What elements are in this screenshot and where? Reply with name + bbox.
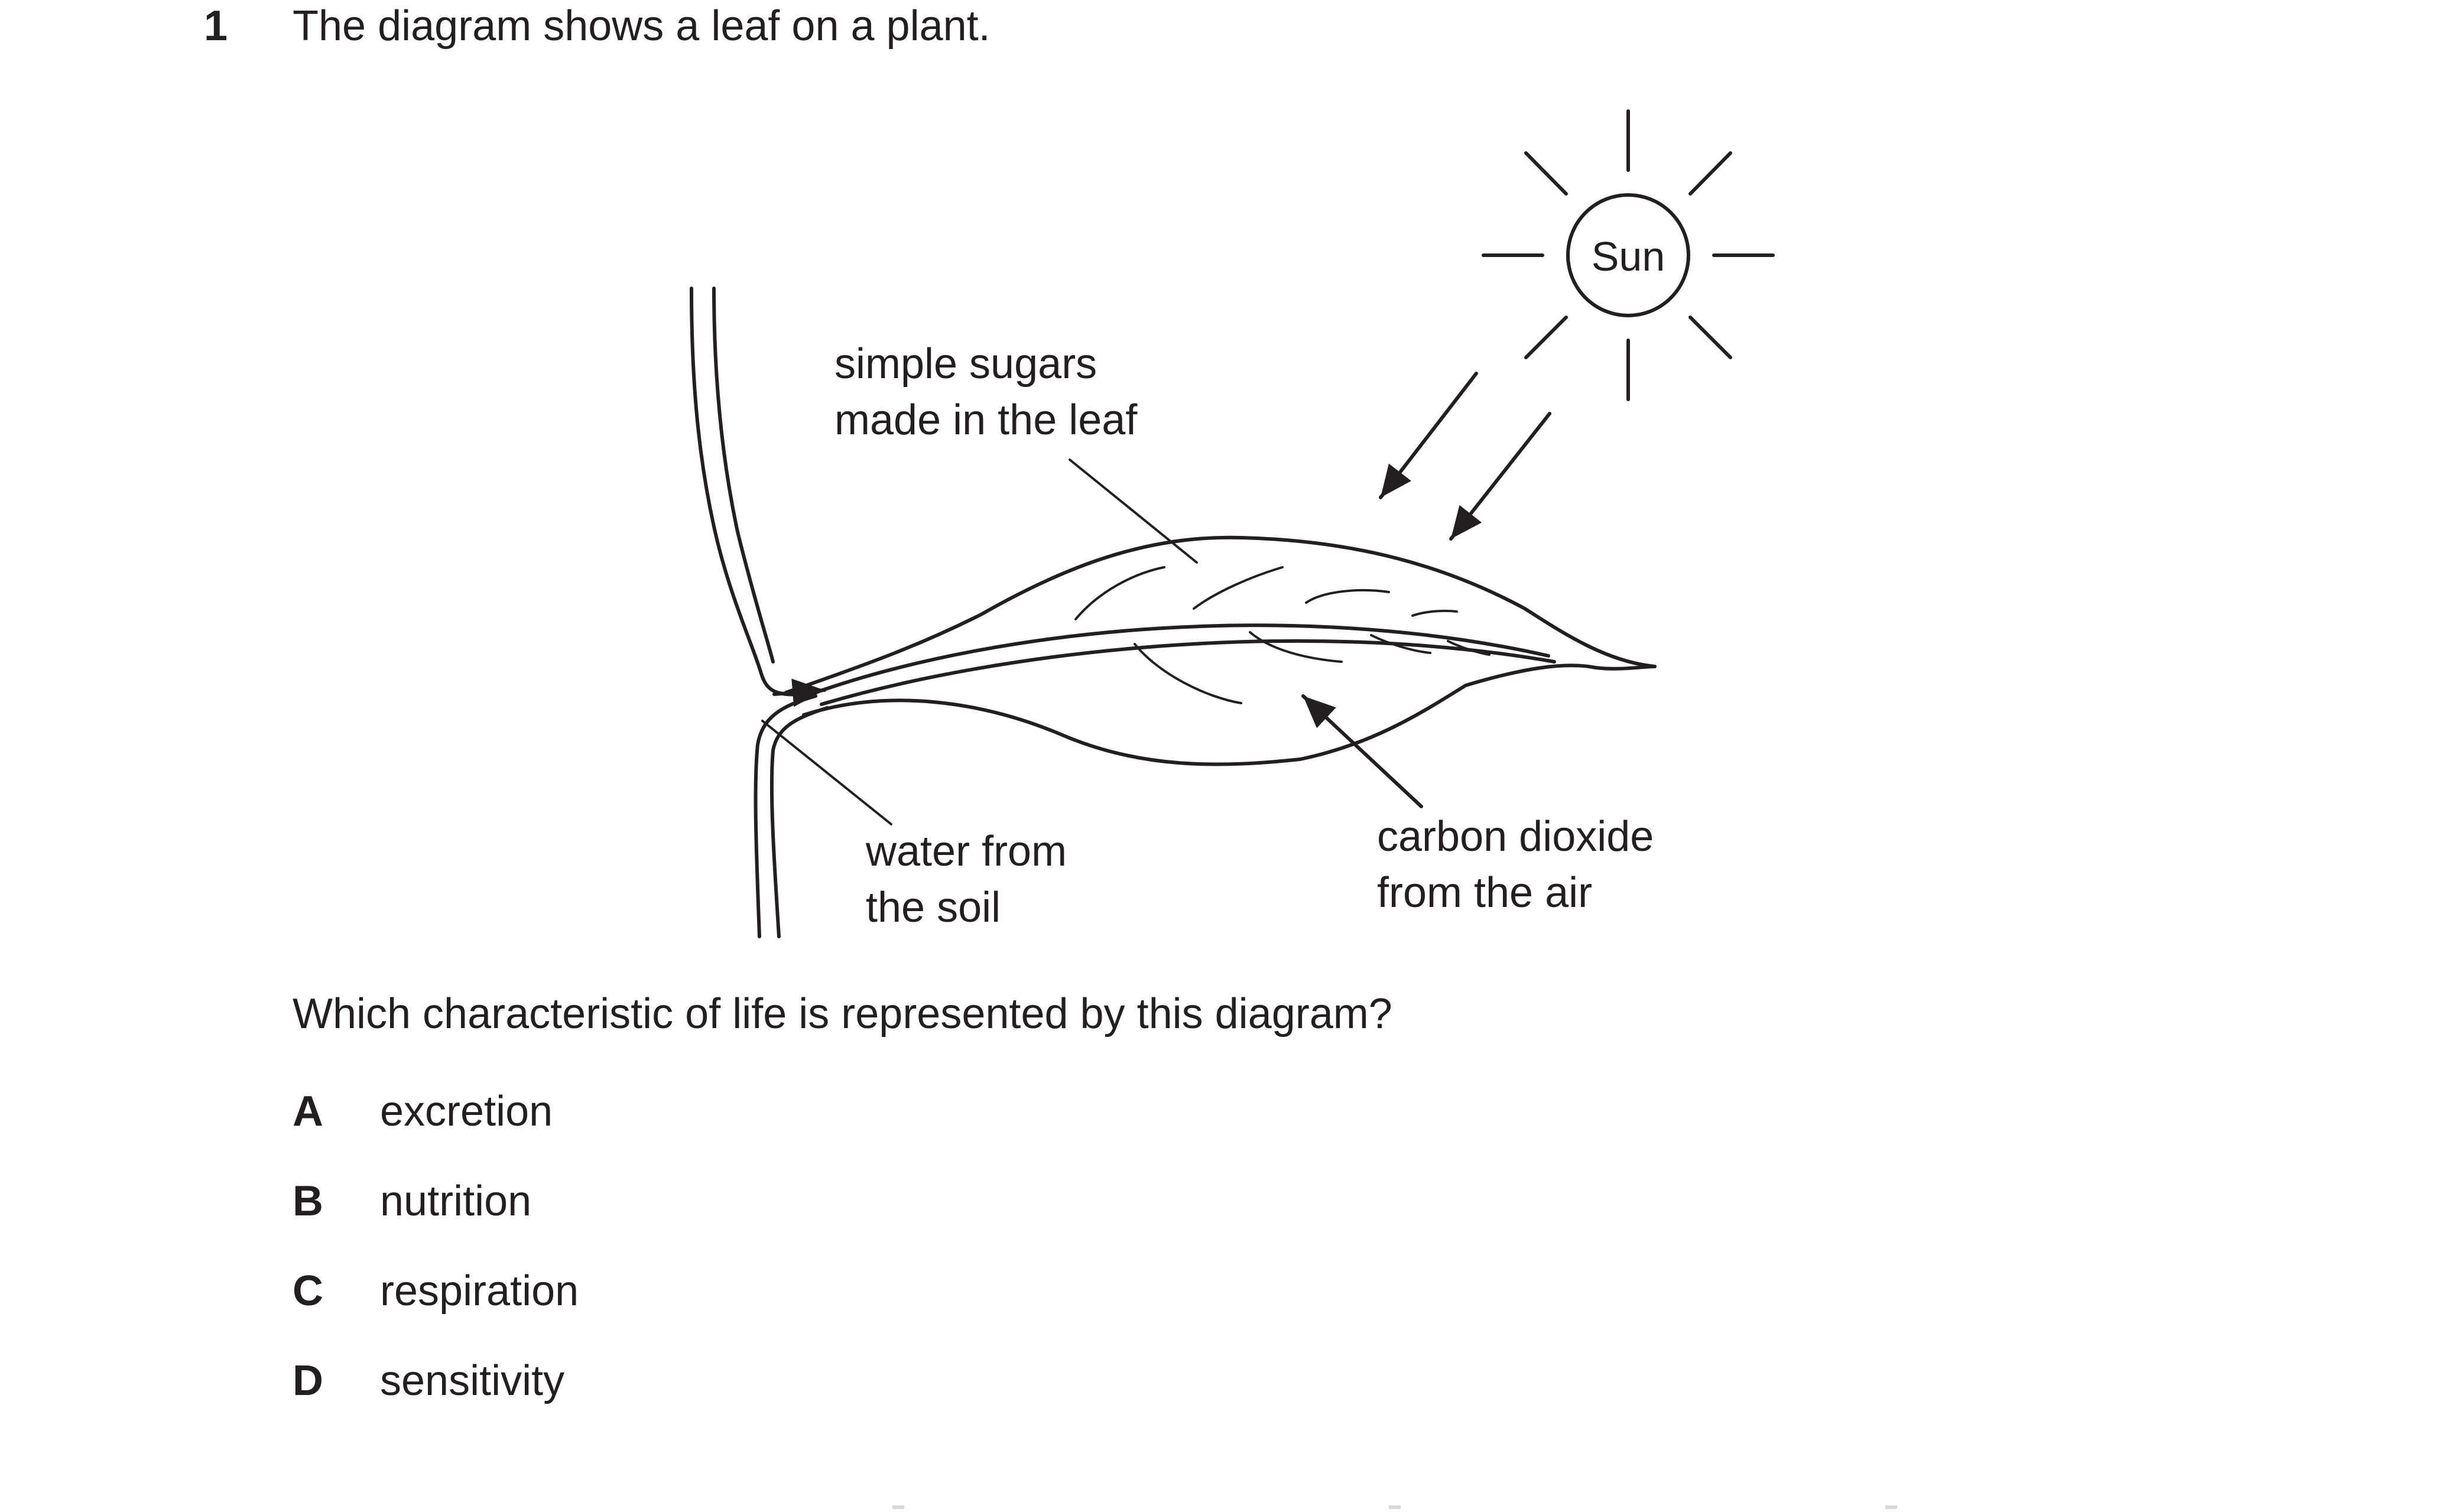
sunlight-arrow-1 bbox=[1379, 372, 1478, 499]
option-text: sensitivity bbox=[380, 1357, 565, 1404]
option-text: nutrition bbox=[380, 1178, 532, 1225]
sun-label: Sun bbox=[1592, 233, 1665, 279]
co2-label-line2: from the air bbox=[1377, 869, 1592, 916]
water-label-line1: water from bbox=[865, 828, 1067, 875]
co2-arrow bbox=[1301, 694, 1423, 808]
option-text: respiration bbox=[380, 1267, 579, 1315]
question-number: 1 bbox=[204, 2, 228, 50]
question-prompt: Which characteristic of life is represen… bbox=[293, 990, 1392, 1038]
water-arrow bbox=[772, 678, 826, 707]
option-letter: D bbox=[293, 1357, 323, 1404]
sugars-leader-line bbox=[1069, 459, 1198, 564]
page-bottom-marks bbox=[408, 1506, 2181, 1509]
leaf-photosynthesis-diagram: Sun simple sugars made in the leaf water… bbox=[690, 109, 1775, 938]
option-letter: A bbox=[293, 1088, 323, 1135]
water-leader-line bbox=[761, 720, 892, 825]
sugars-label-line2: made in the leaf bbox=[834, 396, 1138, 444]
option-text: excretion bbox=[380, 1088, 553, 1135]
sunlight-arrow-2 bbox=[1449, 412, 1551, 541]
question-stem: The diagram shows a leaf on a plant. bbox=[293, 2, 991, 50]
water-label-line2: the soil bbox=[866, 884, 1001, 931]
option-letter: C bbox=[293, 1267, 323, 1315]
leaf bbox=[784, 535, 1657, 766]
co2-label-line1: carbon dioxide bbox=[1377, 813, 1654, 860]
sugars-label-line1: simple sugars bbox=[834, 340, 1097, 388]
plant-stem bbox=[690, 287, 829, 938]
sun bbox=[1482, 109, 1775, 401]
option-letter: B bbox=[293, 1178, 323, 1225]
